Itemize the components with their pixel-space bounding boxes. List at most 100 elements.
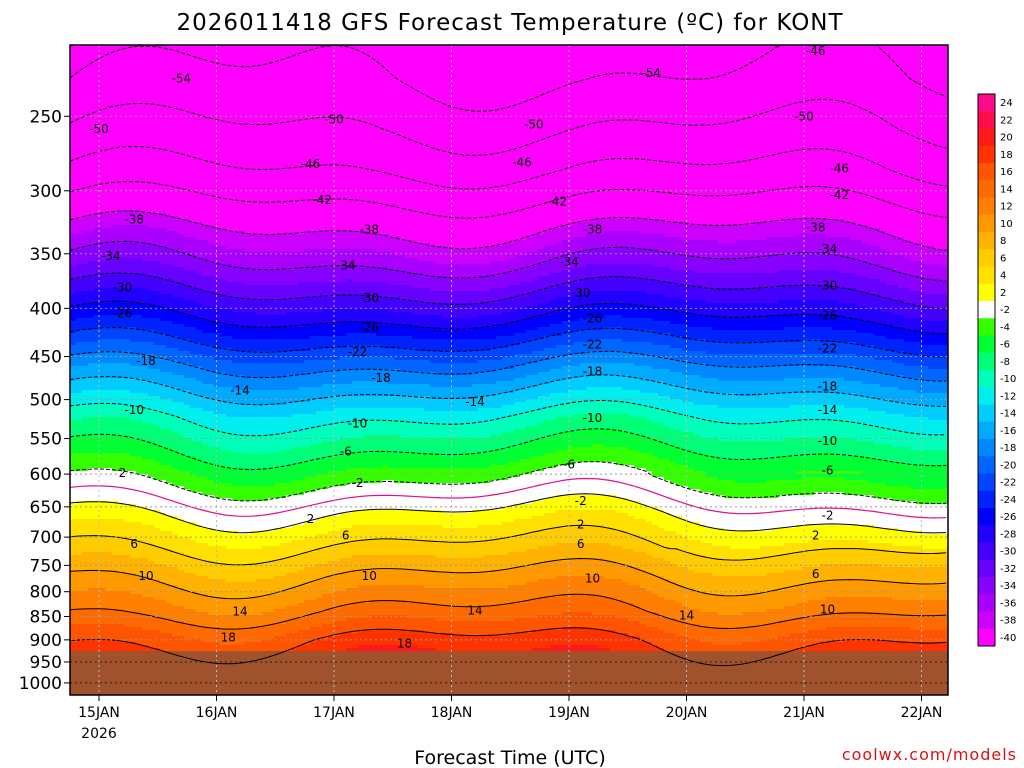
temperature-cell <box>178 171 185 175</box>
temperature-cell <box>148 372 155 376</box>
temperature-cell <box>124 165 131 169</box>
temperature-cell <box>70 117 77 121</box>
temperature-cell <box>124 240 131 244</box>
temperature-cell <box>184 636 191 640</box>
temperature-cell <box>118 552 125 556</box>
temperature-cell <box>112 636 119 640</box>
temperature-cell <box>160 534 167 538</box>
temperature-cell <box>94 633 101 637</box>
temperature-cell <box>76 186 83 190</box>
temperature-cell <box>124 243 131 247</box>
temperature-cell <box>166 354 173 358</box>
temperature-cell <box>178 408 185 412</box>
temperature-cell <box>166 510 173 514</box>
temperature-cell <box>130 423 137 427</box>
temperature-cell <box>130 165 137 169</box>
temperature-cell <box>106 558 113 562</box>
temperature-cell <box>112 78 119 82</box>
temperature-cell <box>70 279 77 283</box>
temperature-cell <box>154 477 161 481</box>
temperature-cell <box>76 87 83 91</box>
temperature-cell <box>178 546 185 550</box>
temperature-cell <box>124 516 131 520</box>
temperature-cell <box>196 642 203 646</box>
temperature-cell <box>160 255 167 259</box>
temperature-cell <box>172 261 179 265</box>
temperature-cell <box>208 282 215 286</box>
temperature-cell <box>106 363 113 367</box>
temperature-cell <box>130 321 137 325</box>
temperature-cell <box>160 324 167 328</box>
temperature-cell <box>166 375 173 379</box>
temperature-cell <box>196 153 203 157</box>
temperature-cell <box>106 165 113 169</box>
temperature-cell <box>76 438 83 442</box>
temperature-cell <box>112 342 119 346</box>
temperature-cell <box>130 354 137 358</box>
temperature-cell <box>184 102 191 106</box>
temperature-cell <box>124 144 131 148</box>
temperature-cell <box>166 489 173 493</box>
temperature-cell <box>70 90 77 94</box>
temperature-cell <box>130 345 137 349</box>
temperature-cell <box>160 339 167 343</box>
temperature-cell <box>154 147 161 151</box>
temperature-cell <box>202 393 209 397</box>
temperature-cell <box>190 369 197 373</box>
temperature-cell <box>88 69 95 73</box>
temperature-cell <box>154 582 161 586</box>
temperature-cell <box>124 504 131 508</box>
temperature-cell <box>130 156 137 160</box>
temperature-cell <box>100 63 107 67</box>
temperature-cell <box>178 585 185 589</box>
temperature-cell <box>112 282 119 286</box>
temperature-cell <box>178 66 185 70</box>
temperature-cell <box>112 339 119 343</box>
temperature-cell <box>160 360 167 364</box>
temperature-cell <box>154 204 161 208</box>
temperature-cell <box>154 111 161 115</box>
temperature-cell <box>124 99 131 103</box>
temperature-cell <box>94 453 101 457</box>
temperature-cell <box>124 264 131 268</box>
temperature-cell <box>148 294 155 298</box>
temperature-cell <box>88 498 95 502</box>
temperature-cell <box>172 285 179 289</box>
temperature-cell <box>154 99 161 103</box>
temperature-cell <box>100 489 107 493</box>
temperature-cell <box>172 192 179 196</box>
temperature-cell <box>106 201 113 205</box>
temperature-cell <box>70 45 77 49</box>
temperature-cell <box>172 123 179 127</box>
temperature-cell <box>124 285 131 289</box>
temperature-cell <box>94 342 101 346</box>
temperature-cell <box>160 81 167 85</box>
temperature-cell <box>124 63 131 67</box>
temperature-cell <box>118 144 125 148</box>
temperature-cell <box>184 234 191 238</box>
temperature-cell <box>148 93 155 97</box>
temperature-cell <box>202 543 209 547</box>
temperature-cell <box>82 297 89 301</box>
temperature-cell <box>118 45 125 49</box>
temperature-cell <box>88 603 95 607</box>
temperature-cell <box>154 120 161 124</box>
temperature-cell <box>76 138 83 142</box>
temperature-cell <box>214 210 221 214</box>
temperature-cell <box>94 225 101 229</box>
temperature-cell <box>148 480 155 484</box>
temperature-cell <box>130 315 137 319</box>
temperature-cell <box>166 423 173 427</box>
temperature-cell <box>76 372 83 376</box>
temperature-cell <box>100 573 107 577</box>
temperature-cell <box>136 231 143 235</box>
temperature-cell <box>214 213 221 217</box>
temperature-cell <box>88 492 95 496</box>
temperature-cell <box>148 48 155 52</box>
temperature-cell <box>106 204 113 208</box>
temperature-cell <box>154 114 161 118</box>
temperature-cell <box>184 189 191 193</box>
temperature-cell <box>178 123 185 127</box>
temperature-cell <box>106 432 113 436</box>
temperature-cell <box>172 369 179 373</box>
